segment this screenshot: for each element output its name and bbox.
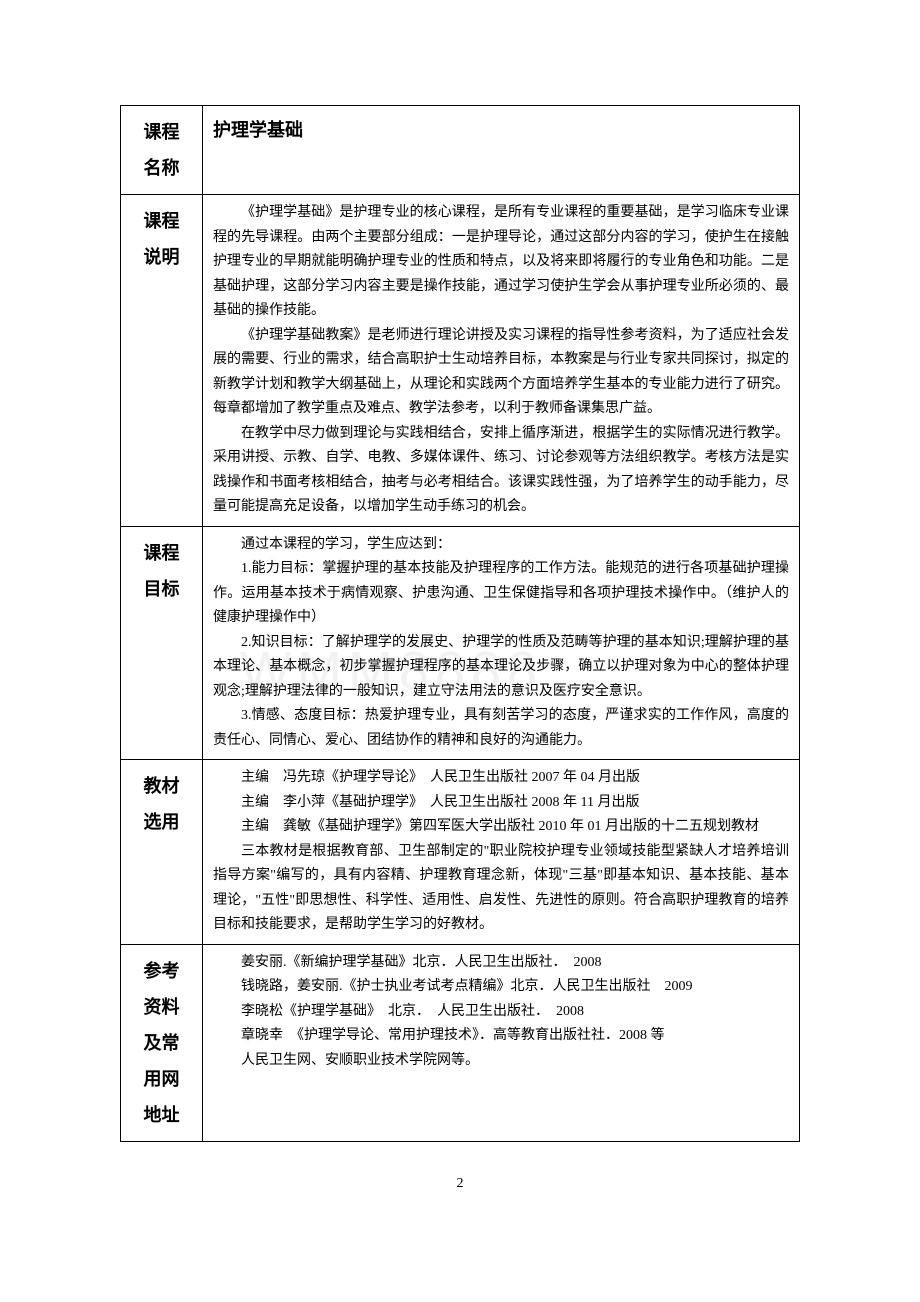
course-info-table: 课程 名称 护理学基础 课程 说明 《护理学基础》是护理专业的核心课程，是所有专… (120, 105, 800, 1142)
label-line: 参考 (125, 953, 198, 989)
row-label-reference: 参考 资料 及常 用网 地址 (121, 944, 203, 1141)
table-row: 参考 资料 及常 用网 地址 姜安丽.《新编护理学基础》北京．人民卫生出版社． … (121, 944, 800, 1141)
label-line: 地址 (125, 1097, 198, 1133)
paragraph: 李晓松《护理学基础》 北京． 人民卫生出版社． 2008 (213, 1000, 789, 1025)
paragraph: 三本教材是根据教育部、卫生部制定的"职业院校护理专业领域技能型紧缺人才培养培训指… (213, 840, 789, 938)
label-line: 课程 (125, 114, 198, 150)
paragraph: 《护理学基础教案》是老师进行理论讲授及实习课程的指导性参考资料，为了适应社会发展… (213, 324, 789, 422)
label-line: 教材 (125, 768, 198, 804)
reference-cell: 姜安丽.《新编护理学基础》北京．人民卫生出版社． 2008 钱晓路，姜安丽.《护… (203, 944, 800, 1141)
label-line: 及常 (125, 1025, 198, 1061)
paragraph: 3.情感、态度目标：热爱护理专业，具有刻苦学习的态度，严谨求实的工作作风，高度的… (213, 704, 789, 753)
course-title-cell: 护理学基础 (203, 106, 800, 195)
course-goal-cell: 通过本课程的学习，学生应达到： 1.能力目标：掌握护理的基本技能及护理程序的工作… (203, 526, 800, 760)
label-line: 目标 (125, 571, 198, 607)
label-line: 课程 (125, 535, 198, 571)
paragraph: 主编 李小萍《基础护理学》 人民卫生出版社 2008 年 11 月出版 (213, 791, 789, 816)
table-row: 课程 说明 《护理学基础》是护理专业的核心课程，是所有专业课程的重要基础，是学习… (121, 195, 800, 527)
paragraph: 2.知识目标：了解护理学的发展史、护理学的性质及范畴等护理的基本知识;理解护理的… (213, 631, 789, 705)
label-line: 用网 (125, 1061, 198, 1097)
label-line: 名称 (125, 150, 198, 186)
textbook-cell: 主编 冯先琼《护理学导论》 人民卫生出版社 2007 年 04 月出版 主编 李… (203, 760, 800, 945)
document-page: WMM8888 课程 名称 护理学基础 课程 说明 《护理学基础》是护理专业的核… (0, 0, 920, 1252)
table-row: 课程 名称 护理学基础 (121, 106, 800, 195)
course-desc-cell: 《护理学基础》是护理专业的核心课程，是所有专业课程的重要基础，是学习临床专业课程… (203, 195, 800, 527)
paragraph: 姜安丽.《新编护理学基础》北京．人民卫生出版社． 2008 (213, 951, 789, 976)
paragraph: 《护理学基础》是护理专业的核心课程，是所有专业课程的重要基础，是学习临床专业课程… (213, 201, 789, 324)
row-label-textbook: 教材 选用 (121, 760, 203, 945)
label-line: 说明 (125, 239, 198, 275)
paragraph: 主编 冯先琼《护理学导论》 人民卫生出版社 2007 年 04 月出版 (213, 766, 789, 791)
table-row: 课程 目标 通过本课程的学习，学生应达到： 1.能力目标：掌握护理的基本技能及护… (121, 526, 800, 760)
page-number: 2 (120, 1176, 800, 1192)
paragraph: 主编 龚敏《基础护理学》第四军医大学出版社 2010 年 01 月出版的十二五规… (213, 815, 789, 840)
label-line: 课程 (125, 203, 198, 239)
paragraph: 1.能力目标：掌握护理的基本技能及护理程序的工作方法。能规范的进行各项基础护理操… (213, 557, 789, 631)
label-line: 资料 (125, 989, 198, 1025)
table-row: 教材 选用 主编 冯先琼《护理学导论》 人民卫生出版社 2007 年 04 月出… (121, 760, 800, 945)
paragraph: 通过本课程的学习，学生应达到： (213, 533, 789, 558)
row-label-course-goal: 课程 目标 (121, 526, 203, 760)
paragraph: 在教学中尽力做到理论与实践相结合，安排上循序渐进，根据学生的实际情况进行教学。采… (213, 422, 789, 520)
course-title: 护理学基础 (213, 120, 303, 140)
paragraph: 钱晓路，姜安丽.《护士执业考试考点精编》北京．人民卫生出版社 2009 (213, 975, 789, 1000)
row-label-course-name: 课程 名称 (121, 106, 203, 195)
paragraph: 人民卫生网、安顺职业技术学院网等。 (213, 1049, 789, 1074)
row-label-course-desc: 课程 说明 (121, 195, 203, 527)
paragraph: 章晓幸 《护理学导论、常用护理技术》．高等教育出版社社．2008 等 (213, 1024, 789, 1049)
label-line: 选用 (125, 804, 198, 840)
